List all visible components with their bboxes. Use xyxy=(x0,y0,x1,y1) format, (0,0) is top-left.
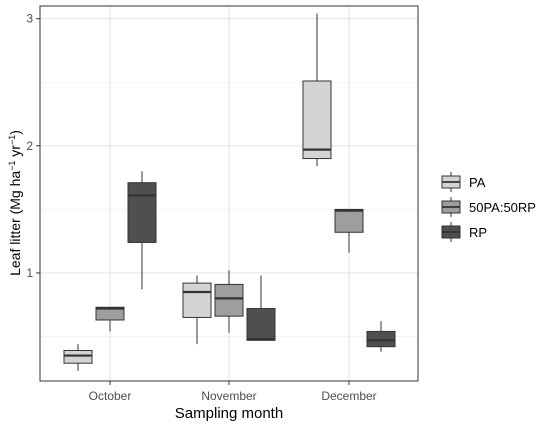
x-tick-label: November xyxy=(201,389,256,403)
legend: PA 50PA:50RP RP xyxy=(441,172,536,242)
legend-item-pa: PA xyxy=(441,172,486,192)
box-50pa-50rp-october xyxy=(95,306,125,332)
box-pa-december xyxy=(302,13,332,167)
x-axis-title: Sampling month xyxy=(175,405,283,422)
box-rp-october xyxy=(127,171,157,290)
box-body xyxy=(334,208,364,233)
box-rp-november xyxy=(246,275,276,341)
y-axis-title-sup2: −1 xyxy=(7,135,17,145)
y-axis-title-sup1: −1 xyxy=(7,161,17,171)
x-tick-label: October xyxy=(89,389,132,403)
legend-item-rp: RP xyxy=(441,222,487,242)
legend-label: 50PA:50RP xyxy=(469,200,536,215)
box-body xyxy=(366,330,396,348)
y-tick-label: 2 xyxy=(26,139,33,153)
box-marks xyxy=(63,13,396,371)
box-body xyxy=(302,80,332,160)
axes: 1 2 3 October November December xyxy=(26,5,419,403)
y-axis-title-mid: yr xyxy=(7,145,23,161)
box-rp-december xyxy=(366,321,396,352)
box-body xyxy=(63,349,93,364)
legend-item-50pa-50rp: 50PA:50RP xyxy=(441,197,536,217)
box-50pa-50rp-november xyxy=(214,270,244,333)
box-pa-november xyxy=(182,275,212,345)
box-body xyxy=(182,282,212,318)
legend-label: PA xyxy=(469,175,486,190)
box-body xyxy=(95,306,125,321)
box-body xyxy=(214,283,244,317)
legend-label: RP xyxy=(469,225,487,240)
x-tick-label: December xyxy=(321,389,376,403)
y-axis-title-end: ) xyxy=(7,130,23,135)
y-tick-label: 3 xyxy=(26,12,33,26)
y-axis-title: Leaf litter (Mg ha−1 yr−1) xyxy=(7,130,23,276)
box-body xyxy=(246,308,276,341)
y-axis-title-main: Leaf litter (Mg ha xyxy=(7,171,23,276)
box-pa-october xyxy=(63,344,93,371)
box-50pa-50rp-december xyxy=(334,208,364,253)
y-tick-label: 1 xyxy=(26,266,33,280)
box-body xyxy=(127,182,157,243)
